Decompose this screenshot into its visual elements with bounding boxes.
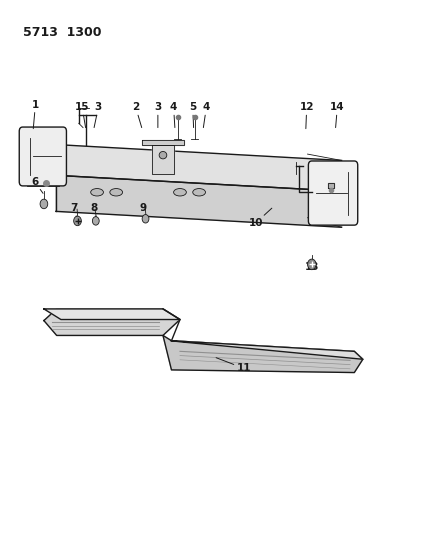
FancyBboxPatch shape — [309, 161, 358, 225]
Ellipse shape — [174, 189, 186, 196]
Text: 10: 10 — [248, 208, 272, 228]
Polygon shape — [56, 175, 342, 227]
Circle shape — [74, 216, 81, 225]
Text: 11: 11 — [216, 358, 251, 373]
Text: 9: 9 — [139, 203, 146, 217]
Text: 4: 4 — [203, 102, 210, 127]
FancyBboxPatch shape — [19, 127, 66, 186]
Circle shape — [308, 259, 316, 270]
Text: 13: 13 — [305, 260, 319, 271]
Circle shape — [142, 215, 149, 223]
Text: 7: 7 — [70, 203, 77, 219]
Text: 5713  1300: 5713 1300 — [23, 26, 101, 39]
Text: 2: 2 — [132, 102, 142, 127]
Circle shape — [40, 199, 48, 209]
Polygon shape — [152, 144, 174, 174]
Ellipse shape — [193, 189, 205, 196]
Polygon shape — [163, 335, 363, 373]
Text: 5: 5 — [189, 102, 196, 127]
Text: 6: 6 — [31, 176, 43, 193]
Ellipse shape — [110, 189, 122, 196]
Text: 1: 1 — [32, 100, 39, 128]
Text: 14: 14 — [330, 102, 345, 127]
Ellipse shape — [91, 189, 104, 196]
Ellipse shape — [159, 151, 167, 159]
Polygon shape — [44, 309, 180, 319]
Circle shape — [92, 216, 99, 225]
Text: 4: 4 — [170, 102, 177, 127]
Polygon shape — [328, 183, 334, 188]
Polygon shape — [44, 309, 180, 335]
Text: 8: 8 — [90, 203, 98, 219]
Polygon shape — [56, 144, 342, 191]
Polygon shape — [172, 341, 363, 359]
Text: 3: 3 — [154, 102, 161, 127]
Polygon shape — [142, 140, 184, 144]
Text: 12: 12 — [300, 102, 314, 128]
Text: 15: 15 — [75, 102, 89, 127]
Text: 3: 3 — [94, 102, 102, 127]
